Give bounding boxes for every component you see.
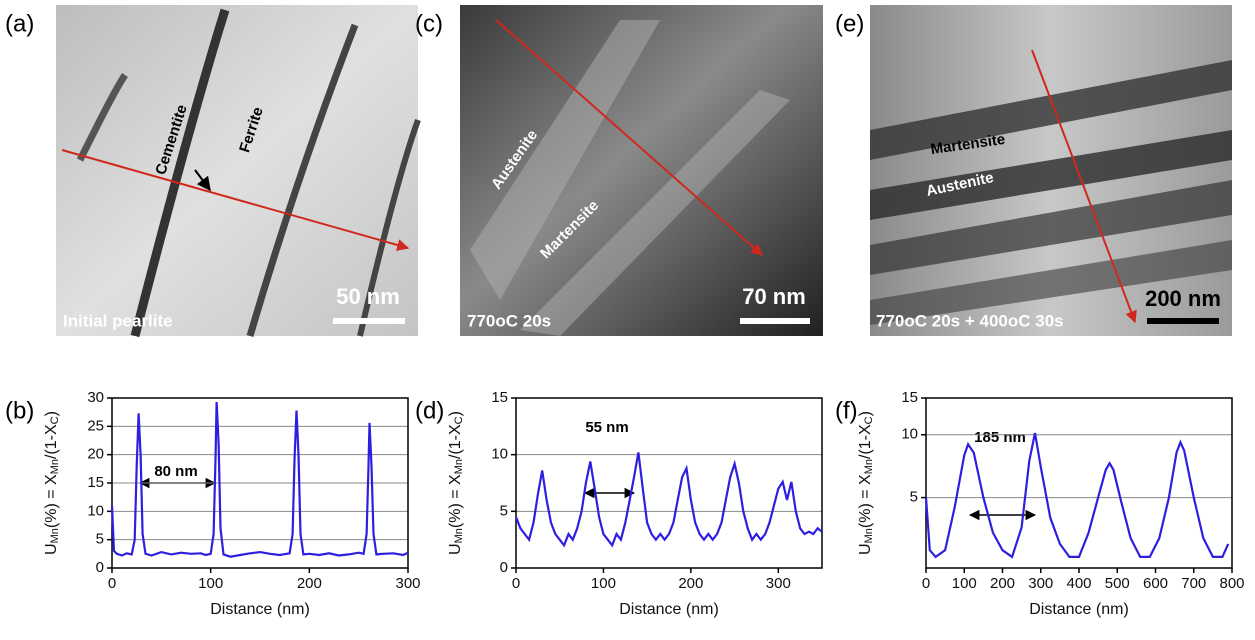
scale-bar-label: 70 nm (742, 284, 806, 309)
y-label-subscript: C (453, 416, 465, 424)
y-label-part: ) (857, 411, 874, 416)
y-tick-label: 5 (500, 502, 508, 519)
x-tick-label: 600 (1143, 575, 1168, 592)
y-tick-label: 5 (96, 531, 104, 548)
micrograph-a: Cementite Ferrite Initial pearlite 50 nm… (5, 5, 421, 338)
profile-line (110, 401, 409, 558)
panel-label: (f) (835, 397, 858, 424)
panel-label: (a) (5, 10, 34, 37)
annotation: 80 nm (154, 463, 197, 480)
caption: 770oC 20s + 400oC 30s (876, 311, 1064, 330)
x-axis-label: Distance (nm) (619, 601, 719, 618)
x-tick-label: 300 (395, 575, 420, 592)
x-tick-label: 0 (108, 575, 116, 592)
y-axis-label: UMn(%) = XMn/(1-XC) (857, 411, 875, 555)
y-tick-label: 25 (87, 417, 104, 434)
panel-label: (b) (5, 397, 34, 424)
x-tick-label: 300 (766, 575, 791, 592)
y-label-part: U (857, 543, 874, 555)
x-tick-label: 700 (1181, 575, 1206, 592)
plot-frame (111, 397, 409, 569)
y-axis-label: UMn(%) = XMn/(1-XC) (447, 411, 465, 555)
plot-frame (515, 397, 823, 569)
x-tick-label: 500 (1105, 575, 1130, 592)
x-tick-label: 200 (678, 575, 703, 592)
panel-label: (e) (835, 10, 864, 37)
y-label-subscript: Mn (453, 459, 465, 474)
y-tick-label: 10 (87, 502, 104, 519)
y-label-subscript: C (49, 416, 61, 424)
scale-bar-label: 200 nm (1145, 286, 1221, 311)
y-tick-label: 15 (87, 474, 104, 491)
caption: Initial pearlite (63, 311, 173, 330)
y-tick-label: 0 (96, 559, 104, 576)
y-label-part: ) (43, 411, 60, 416)
annotation: 55 nm (585, 419, 628, 436)
y-label-part: (%) = X (43, 474, 60, 528)
y-label-part: (%) = X (857, 474, 874, 528)
micrograph-c: Austenite Martensite 770oC 20s 70 nm (c) (415, 5, 823, 336)
x-axis-label: Distance (nm) (210, 601, 310, 618)
x-tick-label: 100 (198, 575, 223, 592)
y-tick-label: 5 (910, 489, 918, 506)
x-tick-label: 800 (1219, 575, 1244, 592)
y-tick-label: 10 (901, 426, 918, 443)
y-tick-label: 0 (500, 559, 508, 576)
y-tick-label: 15 (901, 389, 918, 406)
y-label-subscript: C (863, 416, 875, 424)
y-tick-label: 10 (491, 446, 508, 463)
x-tick-label: 0 (512, 575, 520, 592)
y-label-part: /(1-X (857, 424, 874, 459)
y-tick-label: 30 (87, 389, 104, 406)
profile-line (924, 432, 1230, 559)
panel-label: (d) (415, 397, 444, 424)
x-tick-label: 300 (1028, 575, 1053, 592)
y-tick-label: 15 (491, 389, 508, 406)
y-label-subscript: Mn (453, 528, 465, 543)
x-tick-label: 200 (297, 575, 322, 592)
x-tick-label: 400 (1066, 575, 1091, 592)
y-label-part: /(1-X (43, 424, 60, 459)
scale-bar-label: 50 nm (336, 284, 400, 309)
x-tick-label: 100 (591, 575, 616, 592)
y-label-subscript: Mn (49, 459, 61, 474)
x-tick-label: 0 (922, 575, 930, 592)
y-label-part: U (447, 543, 464, 555)
panel-label: (c) (415, 10, 443, 37)
y-axis-label: UMn(%) = XMn/(1-XC) (43, 411, 61, 555)
y-label-part: ) (447, 411, 464, 416)
y-label-subscript: Mn (49, 528, 61, 543)
y-label-subscript: Mn (863, 459, 875, 474)
y-label-part: /(1-X (447, 424, 464, 459)
micrograph-e: Martensite Austenite 770oC 20s + 400oC 3… (835, 5, 1232, 336)
caption: 770oC 20s (467, 311, 551, 330)
plot-frame (925, 397, 1233, 569)
y-label-part: U (43, 543, 60, 555)
y-label-subscript: Mn (863, 528, 875, 543)
y-tick-label: 20 (87, 446, 104, 463)
x-axis-label: Distance (nm) (1029, 601, 1129, 618)
y-label-part: (%) = X (447, 474, 464, 528)
annotation: 185 nm (974, 429, 1026, 446)
x-tick-label: 100 (952, 575, 977, 592)
profile-line (514, 452, 823, 548)
x-tick-label: 200 (990, 575, 1015, 592)
